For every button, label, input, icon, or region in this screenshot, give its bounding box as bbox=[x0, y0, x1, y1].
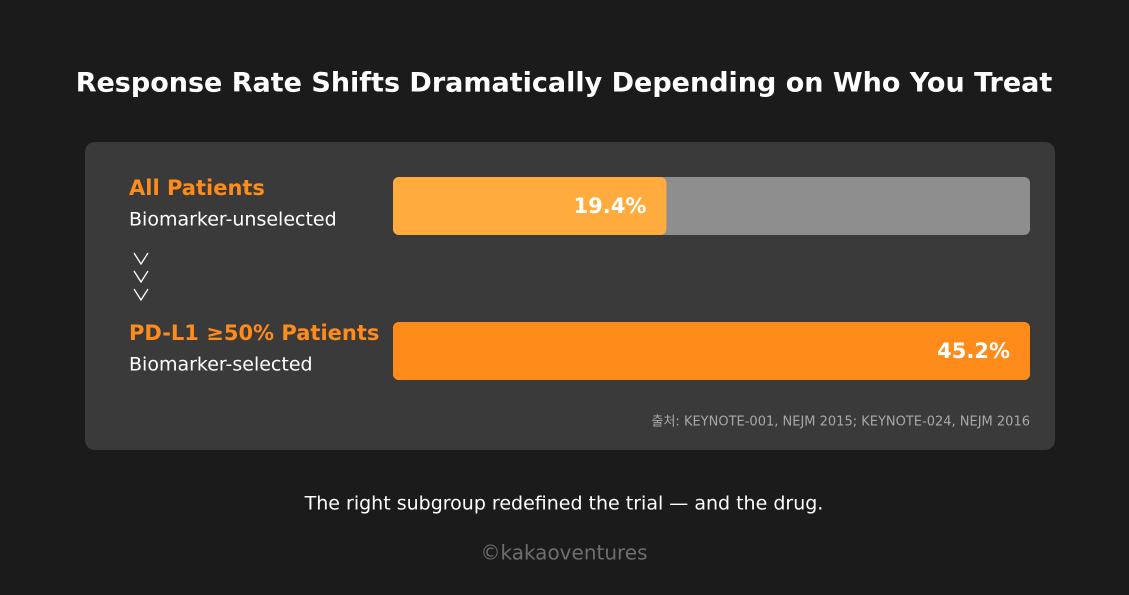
down-chevrons bbox=[133, 252, 149, 302]
footer: ©kakaoventures bbox=[480, 541, 647, 565]
value-label: 45.2% bbox=[937, 339, 1010, 363]
bar bbox=[393, 322, 1030, 380]
category-note: Biomarker-unselected bbox=[129, 209, 337, 231]
category-label: PD-L1 ≥50% Patients bbox=[129, 321, 379, 345]
caption: The right subgroup redefined the trial —… bbox=[304, 493, 824, 515]
source-note: 출처: KEYNOTE-001, NEJM 2015; KEYNOTE-024,… bbox=[652, 415, 1030, 430]
category-note: Biomarker-selected bbox=[129, 354, 313, 376]
chart-title: Response Rate Shifts Dramatically Depend… bbox=[76, 68, 1053, 99]
value-label: 19.4% bbox=[574, 194, 647, 218]
category-label: All Patients bbox=[129, 176, 265, 200]
bar bbox=[393, 177, 667, 235]
